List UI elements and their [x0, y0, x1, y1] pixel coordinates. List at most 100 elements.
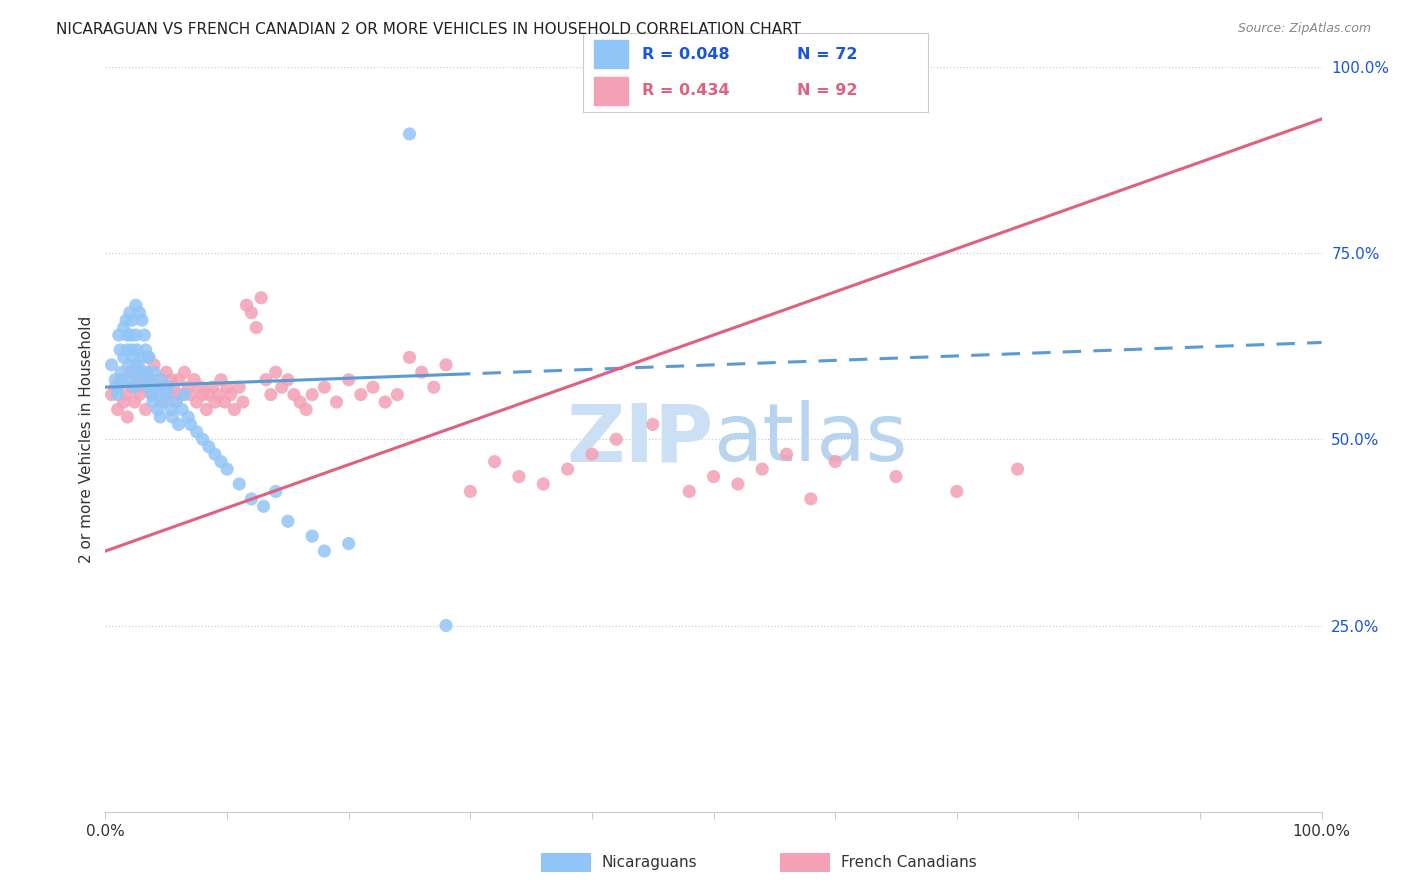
Point [581, 447, 603, 461]
Point [264, 484, 287, 499]
Text: Source: ZipAtlas.com: Source: ZipAtlas.com [1237, 22, 1371, 36]
Point [245, 320, 267, 334]
Point [132, 373, 155, 387]
Point [125, 343, 148, 357]
Point [155, 387, 177, 401]
Point [170, 402, 193, 417]
Point [195, 402, 218, 417]
Point [411, 365, 433, 379]
Point [121, 313, 143, 327]
Point [131, 380, 153, 394]
Point [148, 387, 170, 401]
Point [277, 373, 299, 387]
Point [136, 380, 159, 394]
Point [120, 328, 142, 343]
Point [264, 365, 287, 379]
Point [160, 402, 183, 417]
Point [139, 373, 162, 387]
Point [108, 328, 131, 343]
Point [270, 380, 292, 394]
Point [434, 618, 457, 632]
Point [314, 380, 336, 394]
Text: NICARAGUAN VS FRENCH CANADIAN 2 OR MORE VEHICLES IN HOUSEHOLD CORRELATION CHART: NICARAGUAN VS FRENCH CANADIAN 2 OR MORE … [56, 22, 801, 37]
Point [127, 373, 149, 387]
Point [122, 351, 145, 365]
Point [214, 395, 236, 409]
Point [484, 455, 506, 469]
Point [678, 484, 700, 499]
Point [824, 455, 846, 469]
Point [107, 380, 129, 394]
Point [104, 373, 127, 387]
Point [165, 395, 187, 409]
Point [423, 380, 446, 394]
Point [180, 417, 202, 432]
Point [458, 484, 481, 499]
Point [945, 484, 967, 499]
Point [157, 387, 180, 401]
Point [254, 373, 277, 387]
Point [325, 395, 347, 409]
Point [224, 402, 246, 417]
Point [148, 373, 170, 387]
Point [228, 477, 250, 491]
Point [135, 365, 157, 379]
Y-axis label: 2 or more Vehicles in Household: 2 or more Vehicles in Household [79, 316, 94, 563]
Point [100, 358, 122, 372]
Point [112, 395, 135, 409]
Point [138, 351, 160, 365]
Text: Nicaraguans: Nicaraguans [602, 855, 697, 870]
Point [228, 380, 250, 394]
Point [702, 469, 725, 483]
Point [191, 433, 214, 447]
Point [122, 365, 145, 379]
Point [232, 395, 254, 409]
Point [800, 491, 823, 506]
Point [162, 409, 184, 424]
Point [177, 409, 200, 424]
Point [115, 313, 138, 327]
Point [240, 491, 263, 506]
Point [150, 373, 173, 387]
Point [173, 387, 195, 401]
Point [117, 358, 139, 372]
Text: R = 0.434: R = 0.434 [643, 83, 730, 98]
Point [191, 387, 214, 401]
Point [508, 469, 530, 483]
Point [434, 358, 457, 372]
Point [301, 387, 323, 401]
Point [173, 365, 195, 379]
Point [250, 291, 273, 305]
Point [145, 380, 167, 394]
Point [557, 462, 579, 476]
Point [135, 343, 157, 357]
Point [121, 343, 143, 357]
Point [252, 500, 274, 514]
Bar [593, 77, 628, 105]
Point [118, 365, 141, 379]
Point [204, 395, 226, 409]
Point [121, 380, 143, 394]
Point [201, 380, 224, 394]
Point [115, 387, 138, 401]
Point [107, 387, 129, 401]
Point [118, 306, 141, 320]
Point [170, 387, 193, 401]
Point [117, 343, 139, 357]
Point [217, 462, 239, 476]
Point [141, 387, 163, 401]
Point [165, 395, 187, 409]
Point [143, 358, 166, 372]
Point [136, 351, 159, 365]
Point [283, 387, 305, 401]
Text: atlas: atlas [713, 401, 908, 478]
Point [160, 373, 183, 387]
Point [183, 373, 205, 387]
Point [167, 373, 190, 387]
Point [125, 298, 148, 312]
Point [162, 380, 184, 394]
Point [374, 395, 396, 409]
Text: N = 92: N = 92 [797, 83, 858, 98]
Point [219, 387, 242, 401]
Point [146, 402, 169, 417]
